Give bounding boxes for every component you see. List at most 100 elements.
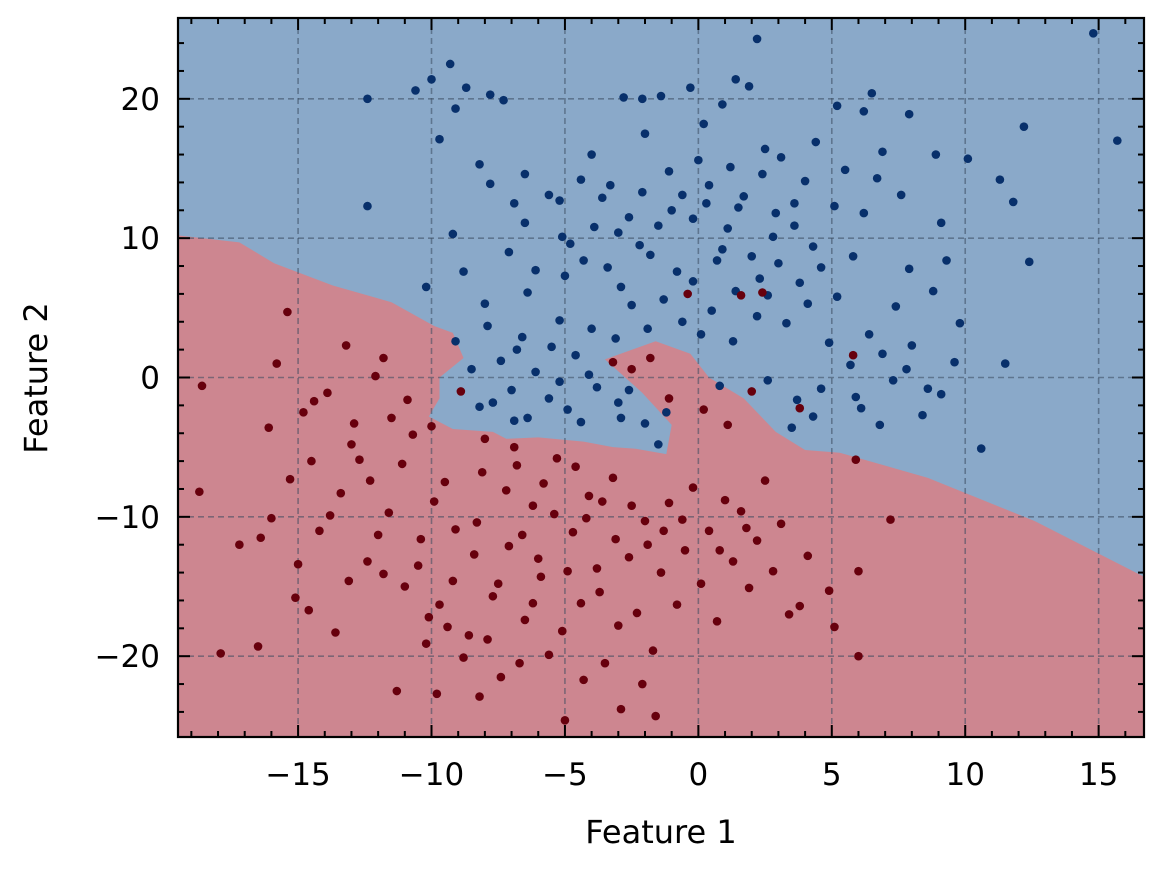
class-1-point: [568, 527, 578, 537]
class-0-point: [848, 251, 858, 261]
class-1-point: [678, 515, 687, 524]
class-0-point: [576, 175, 586, 184]
class-0-point: [520, 169, 530, 179]
class-0-point: [702, 199, 711, 208]
y-axis-label: Feature 2: [17, 302, 55, 453]
class-1-point: [611, 534, 620, 544]
class-0-point: [678, 317, 687, 327]
class-1-point: [795, 601, 805, 611]
class-0-point: [731, 75, 741, 84]
class-1-point: [579, 675, 588, 685]
y-tick-label: 10: [121, 221, 160, 257]
class-1-point: [488, 591, 498, 601]
class-1-point: [336, 488, 346, 498]
class-0-point: [1008, 197, 1018, 207]
class-1-point: [776, 519, 786, 529]
class-1-point: [256, 533, 266, 543]
class-1-point: [571, 462, 580, 471]
y-tick-label: 0: [140, 361, 160, 397]
class-1-point: [413, 561, 423, 570]
class-1-point: [760, 476, 770, 485]
class-0-point: [544, 394, 554, 403]
class-0-point: [832, 101, 842, 111]
class-0-point: [1024, 257, 1034, 267]
class-1-point: [363, 557, 372, 566]
x-axis-label: Feature 1: [585, 813, 736, 851]
class-1-point: [784, 610, 794, 619]
class-0-point: [904, 109, 914, 119]
class-0-point: [774, 258, 783, 268]
class-0-point: [824, 338, 834, 347]
class-0-point: [936, 218, 946, 228]
class-1-point: [429, 497, 439, 506]
class-1-point: [309, 396, 319, 406]
class-0-point: [411, 86, 420, 95]
class-0-point: [1088, 29, 1098, 38]
class-1-point: [379, 353, 388, 363]
class-0-point: [678, 190, 687, 200]
class-0-point: [589, 222, 599, 232]
class-0-point: [963, 154, 973, 164]
class-0-point: [592, 382, 602, 392]
class-0-point: [512, 345, 522, 354]
class-0-point: [656, 91, 666, 101]
class-1-point: [365, 476, 375, 485]
class-0-point: [816, 384, 826, 393]
class-0-point: [734, 203, 743, 212]
plot-area: [178, 18, 1144, 737]
class-1-point: [795, 403, 805, 413]
class-1-point: [408, 430, 418, 439]
x-tick-label: 0: [688, 757, 708, 793]
class-0-point: [923, 384, 933, 393]
class-0-point: [728, 336, 738, 346]
class-0-point: [782, 318, 791, 328]
class-1-point: [323, 388, 332, 398]
class-0-point: [507, 385, 516, 395]
class-1-point: [520, 615, 530, 625]
class-0-point: [504, 247, 514, 257]
class-0-point: [744, 81, 754, 91]
class-1-point: [416, 534, 426, 544]
class-0-point: [859, 107, 869, 116]
class-0-point: [832, 292, 842, 301]
class-1-point: [509, 442, 519, 452]
class-0-point: [803, 299, 813, 308]
y-tick-label: −20: [95, 639, 160, 675]
class-1-point: [384, 508, 394, 517]
class-0-point: [451, 336, 460, 346]
class-1-point: [683, 289, 692, 299]
class-1-point: [293, 559, 303, 569]
class-0-point: [485, 179, 495, 189]
class-1-point: [704, 526, 714, 536]
class-0-point: [605, 180, 615, 190]
class-0-point: [747, 251, 757, 261]
class-1-point: [664, 394, 674, 403]
x-tick-labels: −15 −10 −5 0 5 10 15: [265, 757, 1118, 793]
class-1-point: [584, 491, 594, 501]
class-0-point: [891, 302, 901, 311]
class-1-point: [627, 501, 636, 510]
class-1-point: [400, 582, 410, 591]
class-0-point: [694, 155, 703, 165]
class-0-point: [451, 104, 460, 113]
class-1-point: [648, 646, 658, 655]
class-1-point: [830, 622, 839, 632]
class-1-point: [851, 455, 861, 465]
class-1-point: [299, 408, 308, 417]
class-0-point: [718, 100, 727, 109]
class-1-point: [886, 515, 895, 524]
class-1-point: [307, 456, 316, 466]
class-0-point: [752, 34, 762, 44]
class-1-point: [752, 536, 762, 545]
class-0-point: [614, 398, 623, 407]
class-0-point: [662, 408, 671, 417]
class-0-point: [896, 190, 906, 200]
class-1-point: [803, 551, 813, 561]
class-1-point: [283, 307, 292, 317]
x-tick-label: 15: [1079, 757, 1118, 793]
class-1-point: [373, 530, 383, 540]
class-1-point: [539, 479, 548, 488]
class-0-point: [480, 299, 490, 308]
class-0-point: [688, 277, 698, 286]
class-1-point: [533, 554, 543, 563]
